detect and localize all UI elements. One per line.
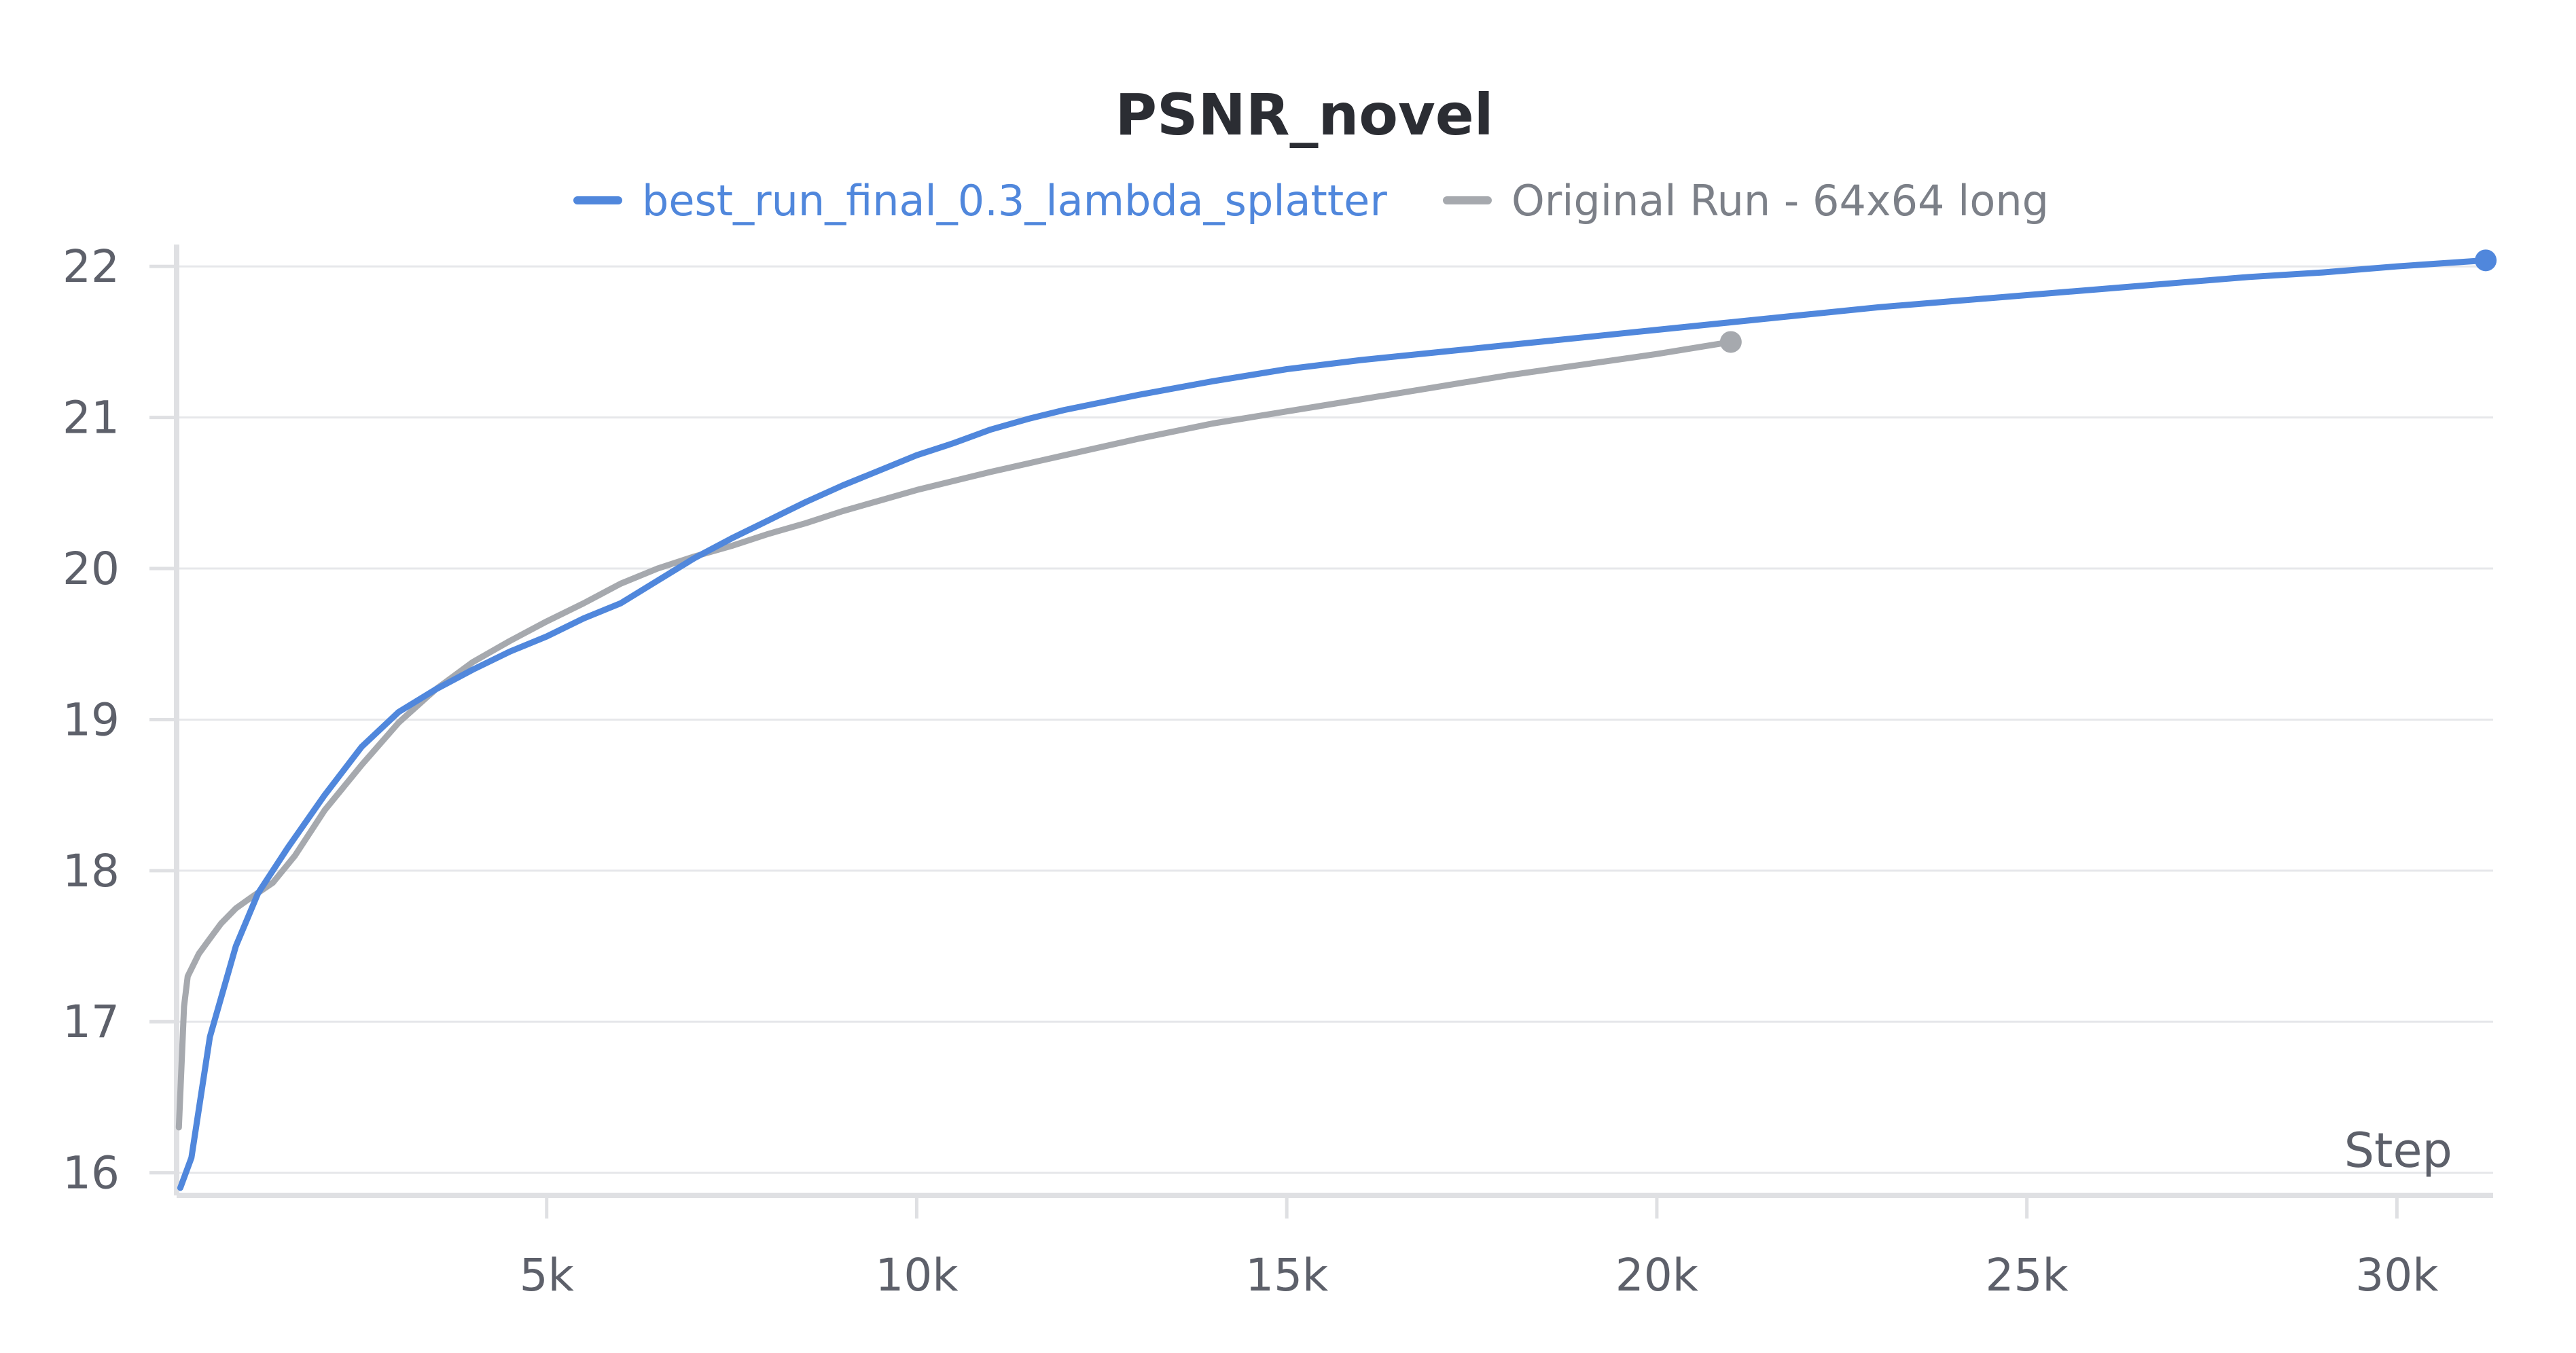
series-end-point[interactable] [1719, 331, 1742, 353]
series-end-point[interactable] [2475, 249, 2497, 272]
series-line[interactable] [175, 338, 1734, 1131]
x-axis-ticks: 5k 10k 15k 20k 25k 30k [520, 1195, 2439, 1301]
x-axis-label: Step [2344, 1123, 2452, 1178]
series-lines [175, 249, 2497, 1191]
x-tick-label: 20k [1615, 1249, 1699, 1301]
y-tick-label: 16 [62, 1147, 120, 1199]
y-tick-label: 20 [62, 543, 120, 595]
x-tick-label: 25k [1986, 1249, 2069, 1301]
legend: best_run_final_0.3_lambda_splatter Origin… [573, 176, 2049, 226]
series-line[interactable] [177, 257, 2489, 1191]
chart-title: PSNR_novel [1115, 82, 1493, 148]
legend-label: Original Run - 64x64 long [1511, 176, 2049, 226]
legend-item[interactable]: best_run_final_0.3_lambda_splatter [573, 176, 1387, 226]
y-tick-label: 19 [62, 693, 120, 746]
legend-label: best_run_final_0.3_lambda_splatter [642, 176, 1387, 226]
x-tick-label: 30k [2355, 1249, 2439, 1301]
x-tick-label: 15k [1245, 1249, 1329, 1301]
legend-item[interactable]: Original Run - 64x64 long [1443, 176, 2049, 226]
y-tick-label: 22 [62, 240, 120, 293]
x-tick-label: 10k [875, 1249, 959, 1301]
x-tick-label: 5k [520, 1249, 575, 1301]
y-tick-label: 17 [62, 996, 120, 1048]
y-tick-label: 18 [62, 845, 120, 897]
grid-lines [177, 265, 2493, 1174]
y-axis-ticks: 16 17 18 19 20 21 22 [62, 240, 177, 1199]
y-tick-label: 21 [62, 392, 120, 444]
